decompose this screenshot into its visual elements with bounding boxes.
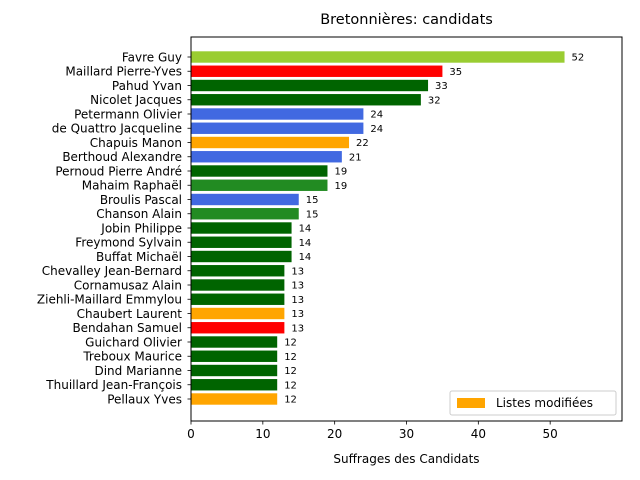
category-label: Favre Guy [122, 50, 182, 64]
category-label: Thuillard Jean-François [45, 378, 182, 392]
bar [191, 165, 328, 177]
category-label: Cornamusaz Alain [74, 278, 182, 292]
bar [191, 250, 292, 263]
category-label: Ziehli-Maillard Emmylou [37, 293, 182, 307]
bar [191, 51, 565, 63]
bar [191, 350, 278, 362]
value-label: 15 [306, 195, 319, 206]
value-label: 14 [299, 224, 312, 235]
category-label: Broulis Pascal [100, 193, 182, 207]
value-label: 14 [299, 252, 312, 263]
bar [191, 379, 278, 391]
value-label: 22 [356, 138, 369, 149]
x-tick-label: 0 [187, 427, 195, 441]
category-label: Mahaim Raphaël [82, 179, 182, 193]
legend: Listes modifiées [449, 390, 617, 416]
value-label: 12 [284, 352, 297, 363]
value-label: 13 [291, 281, 304, 292]
x-tick-label: 10 [255, 427, 270, 441]
category-label: Pahud Yvan [112, 79, 182, 93]
bar [191, 279, 285, 291]
category-label: Nicolet Jacques [90, 93, 182, 107]
bar [191, 236, 292, 248]
category-label: Chevalley Jean-Bernard [42, 264, 182, 278]
value-label: 13 [291, 266, 304, 277]
bar [191, 122, 364, 134]
bar [191, 193, 299, 206]
value-label: 15 [306, 209, 319, 220]
legend-swatch [457, 398, 485, 408]
category-label: Chaubert Laurent [77, 307, 183, 321]
value-label: 52 [572, 53, 585, 64]
category-label: Buffat Michaël [96, 250, 182, 264]
legend-label: Listes modifiées [496, 396, 593, 410]
bar [191, 307, 285, 320]
bar [191, 151, 342, 163]
value-label: 19 [334, 181, 347, 192]
value-label: 32 [428, 95, 441, 106]
category-label: Pernoud Pierre André [55, 164, 182, 178]
bar [191, 222, 292, 234]
bar [191, 336, 278, 348]
value-label: 35 [449, 67, 462, 78]
category-label: Chapuis Manon [90, 136, 182, 150]
bar [191, 108, 364, 120]
category-label: Berthoud Alexandre [62, 150, 182, 164]
value-label: 33 [435, 81, 448, 92]
bar [191, 179, 328, 191]
value-label: 13 [291, 323, 304, 334]
bar [191, 208, 299, 220]
category-label: Maillard Pierre-Yves [65, 65, 182, 79]
bar [191, 79, 429, 92]
x-axis-title: Suffrages des Candidats [333, 452, 479, 466]
x-tick-label: 50 [543, 427, 558, 441]
value-label: 12 [284, 380, 297, 391]
bar [191, 393, 278, 405]
category-label: Jobin Philippe [100, 221, 182, 235]
x-tick-label: 30 [399, 427, 414, 441]
category-label: Dind Marianne [94, 364, 182, 378]
value-label: 14 [299, 238, 312, 249]
legend-box [449, 390, 617, 416]
bars-layer [191, 51, 565, 405]
value-label: 12 [284, 338, 297, 349]
category-label: de Quattro Jacqueline [52, 122, 182, 136]
value-label: 13 [291, 309, 304, 320]
value-label: 24 [370, 110, 383, 121]
category-label: Treboux Maurice [82, 350, 182, 364]
bar [191, 94, 421, 106]
value-label: 13 [291, 295, 304, 306]
bar [191, 136, 350, 149]
value-label: 19 [334, 167, 347, 178]
bar [191, 65, 443, 77]
bar [191, 265, 285, 277]
bar [191, 322, 285, 334]
chart-title: Bretonnières: candidats [320, 12, 493, 28]
value-labels: 5235333224242221191915151414141313131313… [284, 53, 584, 406]
x-tick-label: 40 [471, 427, 486, 441]
value-label: 21 [349, 152, 362, 163]
value-label: 12 [284, 395, 297, 406]
value-label: 12 [284, 366, 297, 377]
category-label: Bendahan Samuel [72, 321, 182, 335]
category-label: Guichard Olivier [85, 335, 182, 349]
category-label: Petermann Olivier [74, 107, 182, 121]
category-label: Pellaux Yves [107, 392, 182, 406]
bar [191, 293, 285, 305]
category-label: Freymond Sylvain [75, 236, 182, 250]
value-label: 24 [370, 124, 383, 135]
bar [191, 364, 278, 377]
x-ticks: 0 10 20 30 40 50 [187, 421, 558, 441]
category-label: Chanson Alain [96, 207, 182, 221]
x-tick-label: 20 [327, 427, 342, 441]
